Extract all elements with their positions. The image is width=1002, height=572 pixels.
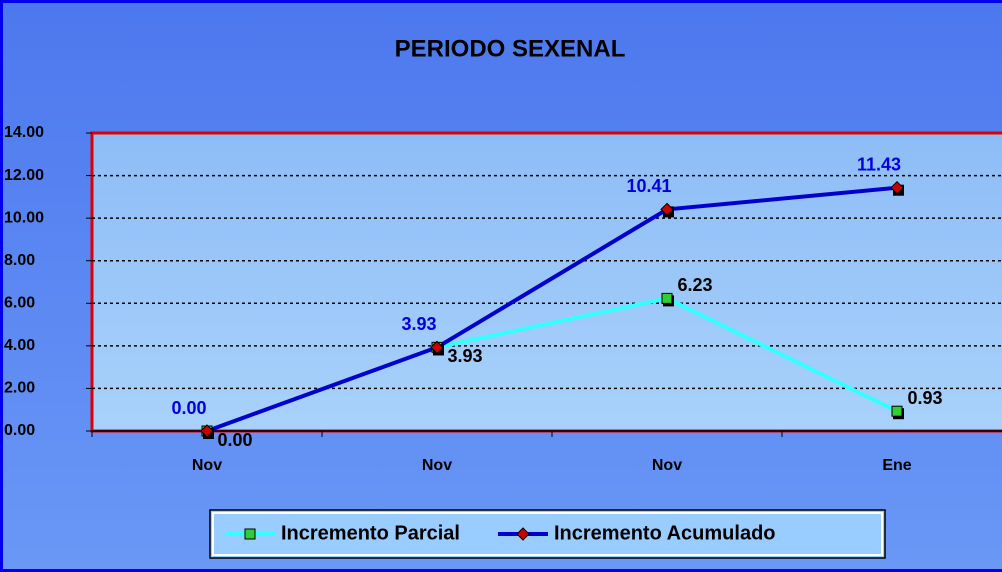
data-label: 0.93 (907, 388, 942, 408)
legend-marker (244, 528, 256, 540)
y-tick-label: 2.00 (4, 380, 35, 397)
marker (891, 405, 903, 417)
data-label: 0.00 (217, 430, 252, 450)
data-label: 6.23 (677, 275, 712, 295)
x-tick-label: Ene (882, 457, 911, 474)
y-tick-label: 10.00 (4, 209, 44, 226)
y-tick-label: 4.00 (4, 337, 35, 354)
data-label: 3.93 (401, 314, 436, 334)
marker (661, 292, 673, 304)
legend-marker (516, 527, 530, 541)
marker (200, 424, 214, 438)
y-tick-label: 8.00 (4, 252, 35, 269)
marker (430, 340, 444, 355)
data-label: 10.41 (626, 176, 671, 196)
x-tick-label: Nov (422, 457, 452, 474)
y-tick-label: 6.00 (4, 295, 35, 312)
y-tick-label: 0.00 (4, 422, 35, 439)
legend-label: Incremento Parcial (281, 522, 460, 544)
y-tick-label: 14.00 (4, 124, 44, 141)
x-tick-label: Nov (192, 457, 222, 474)
chart-title: PERIODO SEXENAL (395, 35, 626, 62)
legend-inner (212, 512, 883, 556)
data-label: 11.43 (857, 154, 901, 174)
data-label: 3.93 (447, 346, 482, 366)
marker (660, 202, 674, 217)
x-tick-label: Nov (652, 457, 682, 474)
data-label: 0.00 (171, 398, 206, 418)
legend-label: Incremento Acumulado (554, 522, 776, 544)
legend: Incremento Parcial Incremento Acumulado (209, 509, 886, 559)
marker (890, 180, 904, 195)
y-tick-label: 12.00 (4, 167, 44, 184)
series-line (206, 185, 898, 433)
